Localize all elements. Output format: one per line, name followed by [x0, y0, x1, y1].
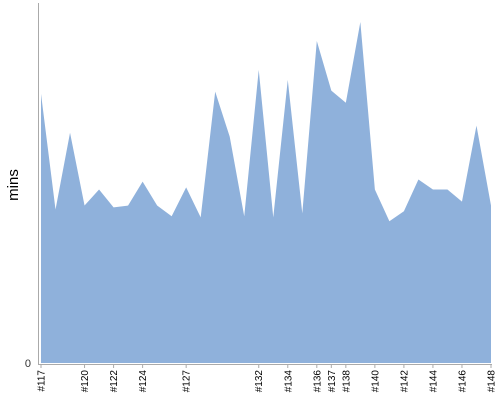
y-tick-label: 0 — [25, 358, 31, 370]
x-tick-label: #142 — [399, 370, 410, 393]
x-tick-label: #117 — [37, 370, 48, 392]
x-tick-label: #122 — [109, 370, 120, 393]
area-series — [41, 22, 491, 364]
x-tick-label: #132 — [254, 370, 265, 393]
x-tick-label: #124 — [138, 370, 149, 393]
x-tick-label: #144 — [428, 370, 439, 393]
x-tick-label: #138 — [341, 370, 352, 393]
x-tick-label: #120 — [80, 370, 91, 393]
x-tick-label: #127 — [182, 370, 193, 393]
y-axis-label: mins — [5, 169, 22, 201]
x-tick-label: #146 — [457, 370, 468, 393]
x-tick-label: #134 — [283, 370, 294, 393]
x-tick-label: #148 — [487, 370, 498, 393]
x-tick-label: #137 — [327, 370, 338, 393]
x-tick-label: #140 — [370, 370, 381, 393]
x-tick-label: #136 — [312, 370, 323, 393]
